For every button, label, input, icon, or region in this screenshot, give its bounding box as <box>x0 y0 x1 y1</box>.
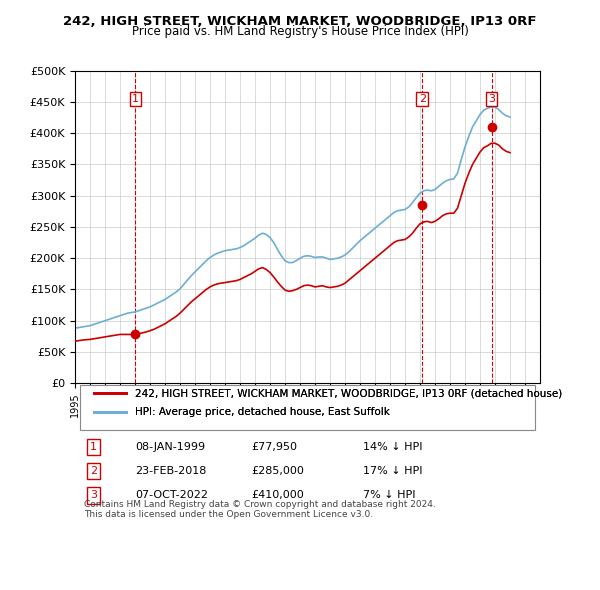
Text: £77,950: £77,950 <box>252 442 298 452</box>
Text: 23-FEB-2018: 23-FEB-2018 <box>136 466 207 476</box>
Text: 14% ↓ HPI: 14% ↓ HPI <box>364 442 423 452</box>
Text: 7% ↓ HPI: 7% ↓ HPI <box>364 490 416 500</box>
Text: 1: 1 <box>132 94 139 104</box>
Text: 08-JAN-1999: 08-JAN-1999 <box>136 442 206 452</box>
FancyBboxPatch shape <box>80 385 535 430</box>
Text: HPI: Average price, detached house, East Suffolk: HPI: Average price, detached house, East… <box>136 407 391 417</box>
Text: 1: 1 <box>90 442 97 452</box>
Text: 242, HIGH STREET, WICKHAM MARKET, WOODBRIDGE, IP13 0RF: 242, HIGH STREET, WICKHAM MARKET, WOODBR… <box>63 15 537 28</box>
Text: 242, HIGH STREET, WICKHAM MARKET, WOODBRIDGE, IP13 0RF (detached house): 242, HIGH STREET, WICKHAM MARKET, WOODBR… <box>136 388 563 398</box>
Text: £285,000: £285,000 <box>252 466 305 476</box>
Text: 3: 3 <box>488 94 495 104</box>
Text: HPI: Average price, detached house, East Suffolk: HPI: Average price, detached house, East… <box>136 407 391 417</box>
Text: Contains HM Land Registry data © Crown copyright and database right 2024.
This d: Contains HM Land Registry data © Crown c… <box>84 500 436 519</box>
Text: £410,000: £410,000 <box>252 490 304 500</box>
Text: Price paid vs. HM Land Registry's House Price Index (HPI): Price paid vs. HM Land Registry's House … <box>131 25 469 38</box>
Text: 2: 2 <box>90 466 97 476</box>
Text: 3: 3 <box>90 490 97 500</box>
Text: 07-OCT-2022: 07-OCT-2022 <box>136 490 208 500</box>
Text: 2: 2 <box>419 94 426 104</box>
Text: 17% ↓ HPI: 17% ↓ HPI <box>364 466 423 476</box>
Text: 242, HIGH STREET, WICKHAM MARKET, WOODBRIDGE, IP13 0RF (detached house): 242, HIGH STREET, WICKHAM MARKET, WOODBR… <box>136 388 563 398</box>
